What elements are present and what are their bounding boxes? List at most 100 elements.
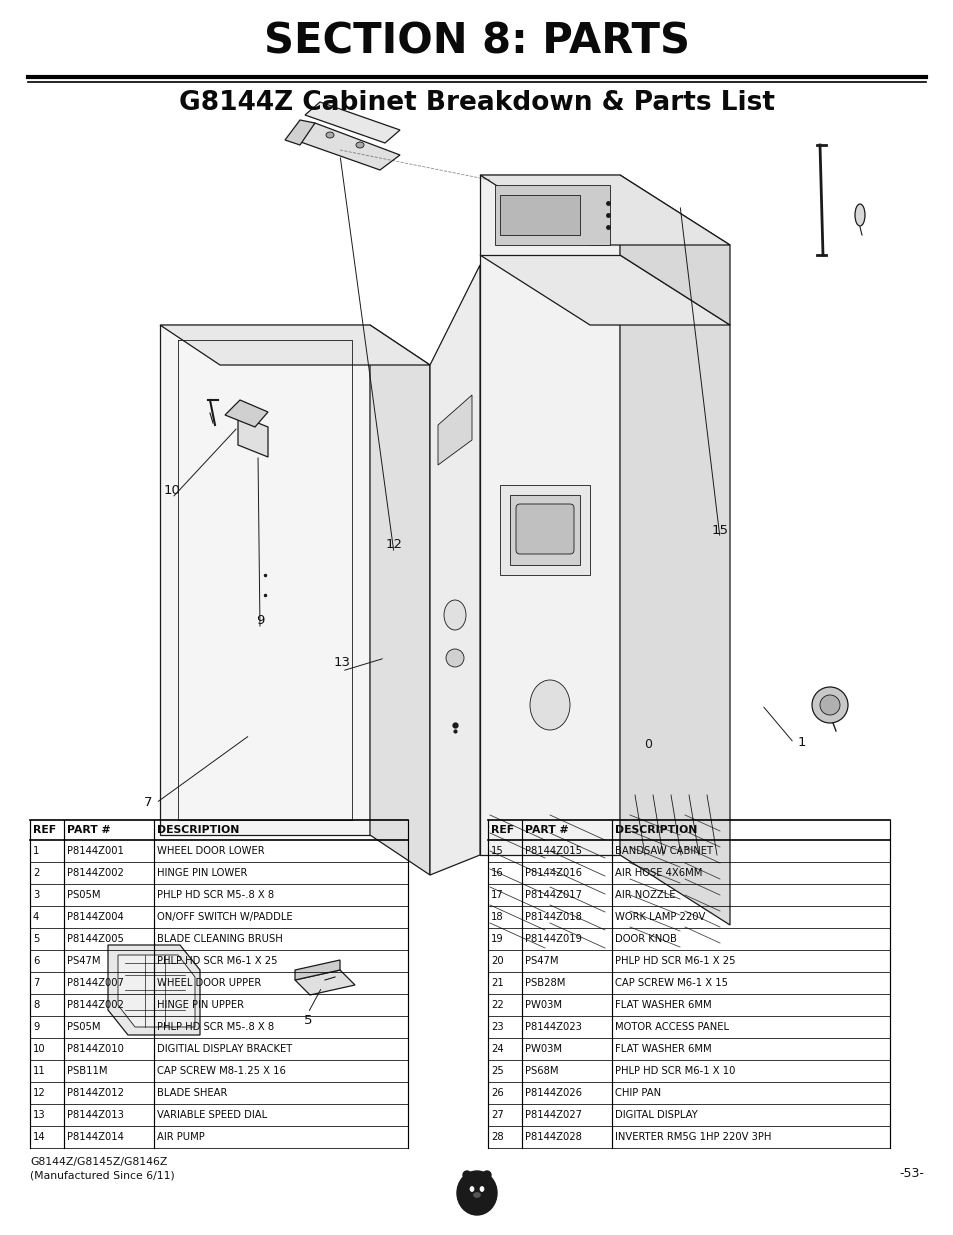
Ellipse shape xyxy=(854,204,864,226)
Text: P8144Z023: P8144Z023 xyxy=(524,1023,581,1032)
Text: CAP SCREW M6-1 X 15: CAP SCREW M6-1 X 15 xyxy=(615,978,727,988)
Text: PS68M: PS68M xyxy=(524,1066,558,1076)
Text: 12: 12 xyxy=(33,1088,46,1098)
Text: 14: 14 xyxy=(33,1132,46,1142)
Polygon shape xyxy=(499,195,579,235)
Text: 8: 8 xyxy=(33,1000,39,1010)
Text: 15: 15 xyxy=(491,846,503,856)
Text: 16: 16 xyxy=(491,868,503,878)
Text: PW03M: PW03M xyxy=(524,1000,561,1010)
Polygon shape xyxy=(160,325,370,835)
Text: PHLP HD SCR M5-.8 X 8: PHLP HD SCR M5-.8 X 8 xyxy=(157,890,274,900)
Text: HINGE PIN UPPER: HINGE PIN UPPER xyxy=(157,1000,244,1010)
Ellipse shape xyxy=(326,132,334,138)
Text: 10: 10 xyxy=(33,1044,46,1053)
Text: BLADE SHEAR: BLADE SHEAR xyxy=(157,1088,227,1098)
Text: 1: 1 xyxy=(797,736,805,750)
Text: BLADE CLEANING BRUSH: BLADE CLEANING BRUSH xyxy=(157,934,282,944)
Polygon shape xyxy=(499,485,589,576)
Text: PS47M: PS47M xyxy=(67,956,100,966)
Text: 9: 9 xyxy=(33,1023,39,1032)
Text: PHLP HD SCR M6-1 X 25: PHLP HD SCR M6-1 X 25 xyxy=(615,956,735,966)
Text: MOTOR ACCESS PANEL: MOTOR ACCESS PANEL xyxy=(615,1023,728,1032)
Polygon shape xyxy=(225,400,268,427)
Text: P8144Z026: P8144Z026 xyxy=(524,1088,581,1098)
Text: PSB11M: PSB11M xyxy=(67,1066,108,1076)
Text: 25: 25 xyxy=(491,1066,503,1076)
Text: PHLP HD SCR M6-1 X 25: PHLP HD SCR M6-1 X 25 xyxy=(157,956,277,966)
Text: P8144Z002: P8144Z002 xyxy=(67,1000,124,1010)
Text: 24: 24 xyxy=(491,1044,503,1053)
Text: PART #: PART # xyxy=(524,825,568,835)
Text: 12: 12 xyxy=(385,538,402,552)
Text: P8144Z004: P8144Z004 xyxy=(67,911,124,923)
Ellipse shape xyxy=(355,142,364,148)
Text: REF: REF xyxy=(491,825,514,835)
Text: 3: 3 xyxy=(33,890,39,900)
FancyBboxPatch shape xyxy=(516,504,574,555)
Text: 2: 2 xyxy=(33,868,39,878)
Text: G8144Z Cabinet Breakdown & Parts List: G8144Z Cabinet Breakdown & Parts List xyxy=(179,90,774,116)
Text: DIGITAL DISPLAY: DIGITAL DISPLAY xyxy=(615,1110,697,1120)
Text: 4: 4 xyxy=(33,911,39,923)
Text: P8144Z015: P8144Z015 xyxy=(524,846,581,856)
Text: P8144Z018: P8144Z018 xyxy=(524,911,581,923)
Text: P8144Z005: P8144Z005 xyxy=(67,934,124,944)
Ellipse shape xyxy=(479,1187,483,1192)
Text: WHEEL DOOR UPPER: WHEEL DOOR UPPER xyxy=(157,978,261,988)
Text: P8144Z007: P8144Z007 xyxy=(67,978,124,988)
Text: PS47M: PS47M xyxy=(524,956,558,966)
Text: WHEEL DOOR LOWER: WHEEL DOOR LOWER xyxy=(157,846,264,856)
Polygon shape xyxy=(479,175,619,254)
Text: VARIABLE SPEED DIAL: VARIABLE SPEED DIAL xyxy=(157,1110,267,1120)
Text: SECTION 8: PARTS: SECTION 8: PARTS xyxy=(264,20,689,62)
Polygon shape xyxy=(479,254,619,855)
Text: PS05M: PS05M xyxy=(67,1023,100,1032)
Polygon shape xyxy=(305,103,399,143)
Text: FLAT WASHER 6MM: FLAT WASHER 6MM xyxy=(615,1000,711,1010)
Text: 13: 13 xyxy=(334,657,350,669)
Text: 20: 20 xyxy=(491,956,503,966)
Ellipse shape xyxy=(443,600,465,630)
Polygon shape xyxy=(510,495,579,564)
Text: P8144Z017: P8144Z017 xyxy=(524,890,581,900)
Text: PART #: PART # xyxy=(67,825,111,835)
Text: 6: 6 xyxy=(33,956,39,966)
Ellipse shape xyxy=(456,1171,497,1215)
Text: FLAT WASHER 6MM: FLAT WASHER 6MM xyxy=(615,1044,711,1053)
Text: 9: 9 xyxy=(255,615,264,627)
Ellipse shape xyxy=(470,1187,474,1192)
Text: P8144Z001: P8144Z001 xyxy=(67,846,124,856)
Text: 15: 15 xyxy=(711,524,728,536)
Text: 10: 10 xyxy=(163,483,180,496)
Text: WORK LAMP 220V: WORK LAMP 220V xyxy=(615,911,704,923)
Text: AIR PUMP: AIR PUMP xyxy=(157,1132,205,1142)
Text: CHIP PAN: CHIP PAN xyxy=(615,1088,660,1098)
Polygon shape xyxy=(108,945,200,1035)
Polygon shape xyxy=(294,124,399,170)
Text: 28: 28 xyxy=(491,1132,503,1142)
Ellipse shape xyxy=(462,1171,471,1179)
Text: PHLP HD SCR M6-1 X 10: PHLP HD SCR M6-1 X 10 xyxy=(615,1066,735,1076)
Ellipse shape xyxy=(811,687,847,722)
Polygon shape xyxy=(479,254,729,325)
Polygon shape xyxy=(285,120,314,144)
Text: DESCRIPTION: DESCRIPTION xyxy=(615,825,697,835)
Polygon shape xyxy=(619,254,729,925)
Text: P8144Z019: P8144Z019 xyxy=(524,934,581,944)
Ellipse shape xyxy=(473,1193,480,1198)
Text: P8144Z002: P8144Z002 xyxy=(67,868,124,878)
Polygon shape xyxy=(237,415,268,457)
Polygon shape xyxy=(619,175,729,325)
Text: PHLP HD SCR M5-.8 X 8: PHLP HD SCR M5-.8 X 8 xyxy=(157,1023,274,1032)
Text: DIGITIAL DISPLAY BRACKET: DIGITIAL DISPLAY BRACKET xyxy=(157,1044,292,1053)
Text: 0: 0 xyxy=(643,739,651,752)
Text: 21: 21 xyxy=(491,978,503,988)
Ellipse shape xyxy=(446,650,463,667)
Text: 13: 13 xyxy=(33,1110,46,1120)
Text: 27: 27 xyxy=(491,1110,503,1120)
Text: 26: 26 xyxy=(491,1088,503,1098)
Polygon shape xyxy=(294,969,355,995)
Text: CAP SCREW M8-1.25 X 16: CAP SCREW M8-1.25 X 16 xyxy=(157,1066,286,1076)
Polygon shape xyxy=(118,955,194,1028)
